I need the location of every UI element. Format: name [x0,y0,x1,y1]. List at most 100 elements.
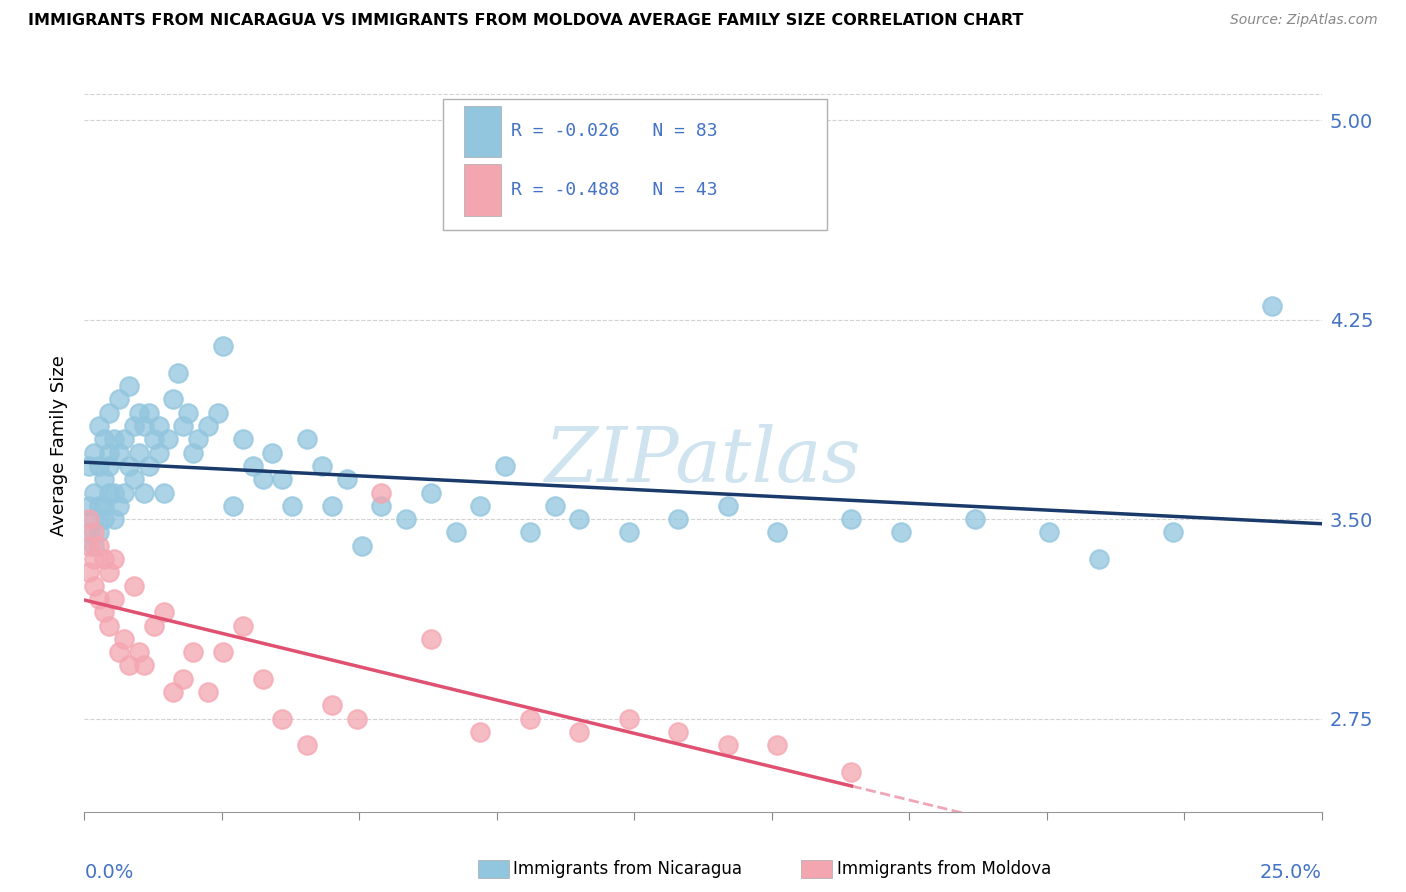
Point [103,552,125,566]
Point [177,406,200,420]
Point [79,525,101,540]
Point [197,685,219,699]
Point [128,445,150,459]
Point [207,406,229,420]
Point [519,712,541,726]
Point [108,645,131,659]
Point [108,445,131,459]
Point [89,539,111,553]
Point [717,499,740,513]
Point [118,379,141,393]
Point [162,392,184,407]
Point [172,419,194,434]
Point [108,392,131,407]
Text: R = -0.026   N = 83: R = -0.026 N = 83 [512,122,718,140]
Point [519,525,541,540]
Point [157,433,180,447]
Point [83,445,105,459]
Point [79,539,101,553]
Point [89,419,111,434]
Point [252,672,274,686]
Point [132,658,155,673]
Point [311,458,333,473]
Point [321,698,343,713]
Point [103,512,125,526]
Point [395,512,418,526]
Point [617,712,640,726]
Point [138,458,160,473]
Point [666,725,689,739]
Point [766,525,789,540]
Point [142,618,165,632]
Point [181,645,204,659]
Point [148,445,170,459]
Point [152,605,174,619]
Point [212,339,235,353]
Text: ZIPatlas: ZIPatlas [544,424,862,498]
Point [93,512,115,526]
Point [89,499,111,513]
Point [98,566,121,580]
Point [103,433,125,447]
Point [321,499,343,513]
Point [98,406,121,420]
Point [281,499,304,513]
Point [444,525,467,540]
Point [83,539,105,553]
Point [89,458,111,473]
Point [148,419,170,434]
Point [271,472,294,486]
Point [167,366,190,380]
Point [83,525,105,540]
Point [132,485,155,500]
Point [350,539,373,553]
Point [152,485,174,500]
Bar [464,164,502,216]
Point [617,525,640,540]
Point [112,485,135,500]
Point [98,458,121,473]
Y-axis label: Average Family Size: Average Family Size [49,356,67,536]
Point [98,618,121,632]
Point [197,419,219,434]
Text: Immigrants from Moldova: Immigrants from Moldova [837,860,1050,878]
Point [79,566,101,580]
Point [212,645,235,659]
Point [181,445,204,459]
Point [93,472,115,486]
Point [132,419,155,434]
Text: R = -0.488   N = 43: R = -0.488 N = 43 [512,181,718,199]
Point [370,499,392,513]
Point [112,632,135,646]
Text: 25.0%: 25.0% [1260,863,1322,882]
Point [232,433,254,447]
Point [93,605,115,619]
Point [128,645,150,659]
Text: Source: ZipAtlas.com: Source: ZipAtlas.com [1230,13,1378,28]
Point [89,591,111,606]
Point [103,485,125,500]
Point [336,472,359,486]
Point [93,499,115,513]
Text: 0.0%: 0.0% [84,863,134,882]
Point [1261,299,1284,313]
Point [93,552,115,566]
Point [346,712,368,726]
Point [187,433,209,447]
Text: Immigrants from Nicaragua: Immigrants from Nicaragua [513,860,742,878]
Point [83,512,105,526]
Point [162,685,184,699]
Point [370,485,392,500]
Point [122,579,145,593]
Bar [464,106,502,157]
Point [271,712,294,726]
Point [103,591,125,606]
Point [83,485,105,500]
Point [568,512,591,526]
Point [79,499,101,513]
Point [232,618,254,632]
Point [470,725,492,739]
Point [252,472,274,486]
Point [242,458,264,473]
Point [128,406,150,420]
